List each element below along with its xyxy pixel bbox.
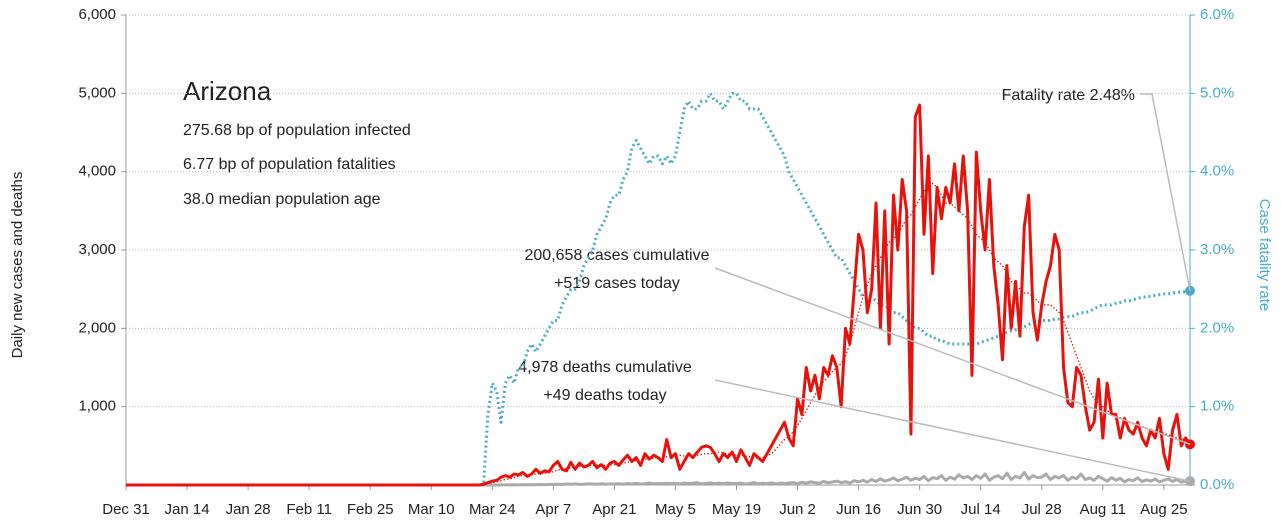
x-tick-label: Jul 28 <box>1022 501 1062 518</box>
y2-axis-title: Case fatality rate <box>1256 199 1273 312</box>
y2-tick-label: 2.0% <box>1200 319 1234 336</box>
y-tick-label: 2,000 <box>78 319 116 336</box>
leader-line <box>714 379 1191 482</box>
y-tick-label: 5,000 <box>78 84 116 101</box>
y2-tick-label: 3.0% <box>1200 241 1234 258</box>
y-tick-label: 3,000 <box>78 241 116 258</box>
x-tick-label: Apr 21 <box>592 501 636 518</box>
x-tick-label: Jul 14 <box>961 501 1001 518</box>
x-tick-label: Feb 11 <box>286 501 332 518</box>
annotation: Fatality rate 2.48% <box>1002 87 1135 104</box>
x-tick-label: May 19 <box>712 501 761 518</box>
series-line <box>126 103 1192 487</box>
x-tick-label: Apr 7 <box>535 501 571 518</box>
info-title: Arizona <box>183 76 272 106</box>
y-tick-label: 6,000 <box>78 6 116 23</box>
x-tick-label: Jan 28 <box>226 501 271 518</box>
x-tick-label: Dec 31 <box>102 501 150 518</box>
y-tick-label: 1,000 <box>78 398 116 415</box>
y2-tick-label: 6.0% <box>1200 6 1234 23</box>
x-tick-label: Mar 24 <box>469 501 516 518</box>
x-tick-label: Feb 25 <box>347 501 394 518</box>
y2-tick-label: 5.0% <box>1200 84 1234 101</box>
annotation: 4,978 deaths cumulative <box>518 359 692 376</box>
info-line: 275.68 bp of population infected <box>183 122 411 139</box>
x-tick-label: Mar 10 <box>408 501 455 518</box>
leader-line <box>714 267 1191 446</box>
info-line: 6.77 bp of population fatalities <box>183 156 396 173</box>
series-line <box>126 91 1191 487</box>
y2-tick-label: 0.0% <box>1200 476 1234 493</box>
x-tick-label: Jun 16 <box>836 501 881 518</box>
x-tick-label: Aug 25 <box>1140 501 1188 518</box>
x-tick-label: May 5 <box>655 501 696 518</box>
x-tick-label: Jan 14 <box>165 501 210 518</box>
grid <box>126 14 1190 408</box>
leader-line <box>1140 93 1191 291</box>
y-axis-title: Daily new cases and deaths <box>9 172 26 359</box>
annotation: +49 deaths today <box>543 387 666 404</box>
x-tick-label: Aug 11 <box>1080 501 1126 518</box>
info-line: 38.0 median population age <box>183 191 381 208</box>
x-tick-label: Jun 2 <box>779 501 816 518</box>
series-line <box>126 470 1191 487</box>
annotation: 200,658 cases cumulative <box>525 247 710 264</box>
y2-tick-label: 1.0% <box>1200 398 1234 415</box>
y2-tick-label: 4.0% <box>1200 163 1234 180</box>
x-tick-label: Jun 30 <box>897 501 942 518</box>
y-tick-label: 4,000 <box>78 163 116 180</box>
annotation: +519 cases today <box>554 275 680 292</box>
